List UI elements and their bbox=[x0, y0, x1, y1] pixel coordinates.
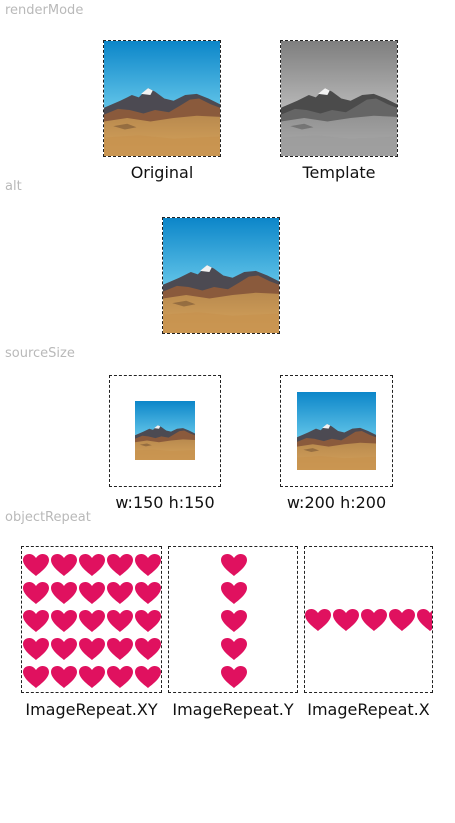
heart-icon bbox=[221, 610, 247, 632]
heart-icon bbox=[221, 666, 247, 688]
heart-icon bbox=[51, 582, 77, 604]
heart-icon bbox=[107, 666, 133, 688]
heart-icon bbox=[79, 554, 105, 576]
heart-icon bbox=[51, 610, 77, 632]
landscape-image bbox=[104, 41, 220, 156]
repeat-xy-caption: ImageRepeat.XY bbox=[25, 700, 158, 719]
section-label-alt: alt bbox=[5, 179, 22, 194]
source-size-small-frame bbox=[109, 375, 221, 487]
repeat-y-caption: ImageRepeat.Y bbox=[172, 700, 294, 719]
heart-icon bbox=[79, 582, 105, 604]
source-size-small-caption: w:150 h:150 bbox=[115, 493, 215, 512]
heart-icon bbox=[305, 609, 331, 631]
repeat-y-frame bbox=[168, 546, 298, 693]
heart-icon bbox=[221, 554, 247, 576]
source-size-large-caption: w:200 h:200 bbox=[286, 493, 387, 512]
heart-icon bbox=[23, 638, 49, 660]
landscape-image-large bbox=[297, 392, 376, 470]
heart-icon bbox=[333, 609, 359, 631]
template-image bbox=[280, 40, 398, 157]
repeat-x-frame bbox=[304, 546, 433, 693]
original-image bbox=[103, 40, 221, 157]
heart-icon bbox=[23, 666, 49, 688]
heart-icon bbox=[135, 582, 161, 604]
landscape-image-small bbox=[135, 401, 195, 460]
heart-icon bbox=[221, 638, 247, 660]
heart-icon bbox=[23, 582, 49, 604]
heart-icon bbox=[107, 638, 133, 660]
repeat-x-caption: ImageRepeat.X bbox=[307, 700, 430, 719]
heart-icon bbox=[135, 638, 161, 660]
heart-column bbox=[221, 554, 247, 688]
heart-icon bbox=[51, 554, 77, 576]
heart-icon bbox=[361, 609, 387, 631]
template-caption: Template bbox=[302, 163, 376, 182]
heart-icon bbox=[79, 666, 105, 688]
heart-icon bbox=[107, 582, 133, 604]
heart-icon bbox=[135, 666, 161, 688]
original-caption: Original bbox=[130, 163, 194, 182]
section-label-source-size: sourceSize bbox=[5, 346, 75, 361]
section-label-render-mode: renderMode bbox=[5, 3, 84, 18]
heart-icon bbox=[51, 666, 77, 688]
heart-icon bbox=[107, 610, 133, 632]
alt-image bbox=[162, 217, 280, 334]
repeat-xy-frame bbox=[21, 546, 162, 693]
section-label-object-repeat: objectRepeat bbox=[5, 510, 91, 525]
heart-icon bbox=[107, 554, 133, 576]
heart-icon bbox=[79, 638, 105, 660]
heart-icon bbox=[389, 609, 415, 631]
heart-row bbox=[305, 609, 432, 631]
landscape-image bbox=[163, 218, 279, 333]
heart-grid bbox=[23, 554, 161, 688]
heart-icon bbox=[417, 609, 432, 631]
heart-icon bbox=[51, 638, 77, 660]
heart-icon bbox=[23, 554, 49, 576]
heart-icon bbox=[135, 610, 161, 632]
grayscale-landscape-image bbox=[281, 41, 397, 156]
heart-icon bbox=[23, 610, 49, 632]
heart-icon bbox=[79, 610, 105, 632]
heart-icon bbox=[221, 582, 247, 604]
source-size-large-frame bbox=[280, 375, 393, 487]
heart-icon bbox=[135, 554, 161, 576]
